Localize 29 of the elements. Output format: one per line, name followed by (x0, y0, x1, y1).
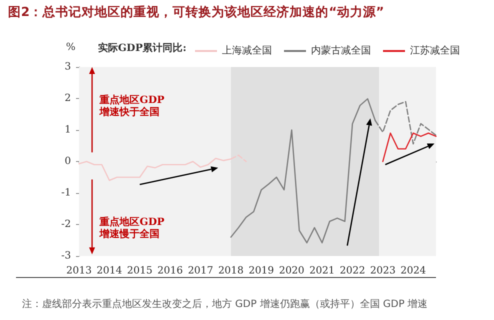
line-series (382, 132, 437, 162)
legend-label: 江苏减全国 (410, 44, 460, 56)
annotation: 重点地区GDP 增速慢于全国 (100, 216, 164, 241)
x-tick-label: 2024 (400, 266, 426, 276)
y-tick-label: -2 (61, 219, 71, 230)
x-tick-label: 2018 (218, 266, 244, 276)
x-tick-label: 2019 (248, 266, 274, 276)
x-tick-label: 2014 (96, 266, 122, 276)
x-tick-label: 2015 (127, 266, 152, 276)
x-tick-label: 2022 (340, 266, 366, 276)
x-tick-label: 2017 (188, 266, 214, 276)
y-axis-title: % (66, 42, 76, 53)
legend-label: 上海减全国 (222, 44, 272, 56)
y-tick-label: 1 (64, 124, 71, 136)
legend-title: 实际GDP累计同比: (98, 41, 186, 55)
x-tick-label: 2013 (66, 266, 92, 276)
x-tick-label: 2020 (278, 266, 304, 276)
legend-label: 内蒙古减全国 (311, 44, 371, 56)
annotation: 重点地区GDP 增速快于全国 (100, 95, 164, 120)
y-tick-label: -1 (61, 188, 71, 198)
y-tick-label: -3 (61, 250, 71, 262)
y-tick-label: 0 (64, 156, 71, 167)
x-tick-label: 2023 (370, 266, 396, 276)
y-tick-label: 2 (64, 93, 71, 104)
y-tick-label: 3 (64, 62, 71, 72)
x-tick-label: 2021 (309, 266, 335, 276)
x-tick-label: 2016 (157, 266, 183, 276)
chart-title: 图2：总书记对地区的重视，可转换为该地区经济加速的“动力源” (8, 4, 384, 21)
text: 注：虚线部分表示重点地区发生改变之后，地方 GDP 增速仍跑赢（或持平）全国 GDP 增速 (22, 298, 428, 311)
